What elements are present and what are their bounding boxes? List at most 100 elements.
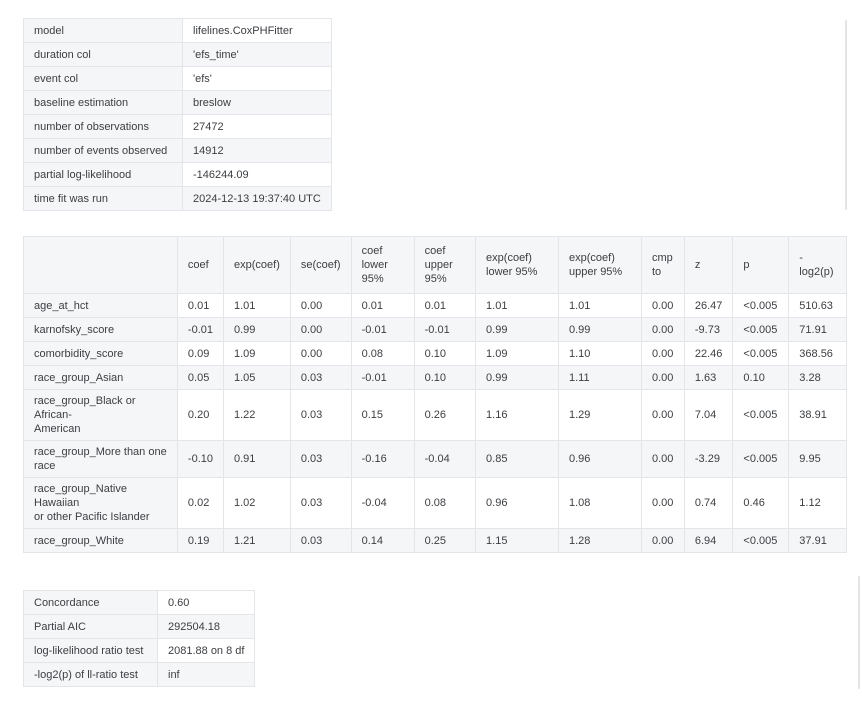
- stat-value: 1.63: [683, 365, 734, 390]
- stat-value: 3.28: [788, 365, 847, 390]
- table-row: partial log-likelihood -146244.09: [23, 162, 332, 187]
- stat-value: <0.005: [732, 341, 790, 366]
- stat-value: 1.01: [558, 293, 642, 318]
- row-value: breslow: [182, 90, 332, 115]
- stat-value: 1.10: [558, 341, 642, 366]
- stat-value: 1.01: [223, 293, 291, 318]
- stat-value: 1.09: [475, 341, 559, 366]
- stat-value: 1.21: [223, 528, 291, 553]
- covariate-row: race_group_More than one race -0.10 0.91 0.…: [23, 440, 847, 478]
- stat-value: 0.03: [289, 477, 352, 529]
- stat-value: 368.56: [788, 341, 847, 366]
- covariate-name: karnofsky_score: [23, 317, 178, 342]
- stat-value: 0.00: [289, 293, 352, 318]
- stat-value: 0.03: [289, 389, 352, 441]
- table-row: number of events observed 14912: [23, 138, 332, 163]
- row-value: 2081.88 on 8 df: [156, 638, 256, 663]
- stat-value: 22.46: [683, 341, 734, 366]
- column-header: [23, 236, 178, 294]
- stat-value: 1.01: [475, 293, 559, 318]
- row-value: -146244.09: [182, 162, 332, 187]
- column-header: coef lower 95%: [350, 236, 415, 294]
- stat-value: 0.20: [176, 389, 225, 441]
- model-summary-table-body: model lifelines.CoxPHFitter duration col'e…: [23, 18, 332, 211]
- column-header: cmp to: [640, 236, 685, 294]
- stat-value: 0.00: [289, 341, 352, 366]
- stat-value: 0.01: [176, 293, 225, 318]
- coefficients-table: coef exp(coef) se(coef) coef lower 95% coef …: [23, 236, 847, 553]
- stat-value: 0.25: [413, 528, 477, 553]
- stat-value: -0.04: [413, 440, 477, 478]
- row-label: Partial AIC: [23, 614, 158, 639]
- covariate-name: race_group_White: [23, 528, 178, 553]
- stat-value: 510.63: [788, 293, 847, 318]
- row-value: lifelines.CoxPHFitter: [182, 18, 332, 43]
- stat-value: 0.15: [350, 389, 415, 441]
- row-value: 2024-12-13 19:37:40 UTC: [182, 186, 332, 211]
- covariate-name: race_group_Black or African- American: [23, 389, 178, 441]
- row-label: partial log-likelihood: [23, 162, 183, 187]
- stat-value: 1.02: [223, 477, 291, 529]
- coefficients-table-header: coef exp(coef) se(coef) coef lower 95% coef …: [23, 236, 847, 294]
- stat-value: 0.10: [732, 365, 790, 390]
- table-row: duration col'efs_time': [23, 42, 332, 67]
- row-value: 'efs': [182, 66, 332, 91]
- covariate-name: race_group_More than one race: [23, 440, 178, 478]
- row-value: 292504.18: [156, 614, 256, 639]
- covariate-row: race_group_Native Hawaiian or other Paci…: [23, 477, 847, 529]
- stat-value: 1.29: [558, 389, 642, 441]
- stat-value: 1.15: [475, 528, 559, 553]
- stat-value: 0.99: [223, 317, 291, 342]
- stat-value: 71.91: [788, 317, 847, 342]
- stat-value: 0.02: [176, 477, 225, 529]
- stat-value: 1.09: [223, 341, 291, 366]
- stat-value: 0.00: [640, 440, 685, 478]
- stat-value: 0.99: [475, 317, 559, 342]
- stat-value: 0.03: [289, 528, 352, 553]
- covariate-name: race_group_Native Hawaiian or other Paci…: [23, 477, 178, 529]
- row-label: number of events observed: [23, 138, 183, 163]
- stat-value: -0.01: [413, 317, 477, 342]
- covariate-row: comorbidity_score 0.09 1.09 0.00 0.08 0.10 1.0…: [23, 341, 847, 366]
- stat-value: 1.28: [558, 528, 642, 553]
- stat-value: 0.91: [223, 440, 291, 478]
- table-row: model lifelines.CoxPHFitter: [23, 18, 332, 43]
- stat-value: <0.005: [732, 293, 790, 318]
- covariate-row: karnofsky_score -0.01 0.99 0.00 -0.01 -0.01 0.…: [23, 317, 847, 342]
- stat-value: 0.00: [640, 317, 685, 342]
- row-value: 27472: [182, 114, 332, 139]
- stat-value: -0.04: [350, 477, 415, 529]
- column-header: exp(coef): [223, 236, 291, 294]
- stat-value: 6.94: [683, 528, 734, 553]
- covariate-row: race_group_Asian 0.05 1.05 0.03 -0.01 0.10 0.9…: [23, 365, 847, 390]
- stat-value: 0.03: [289, 440, 352, 478]
- row-label: number of observations: [23, 114, 183, 139]
- table-row: baseline estimation breslow: [23, 90, 332, 115]
- covariate-name: age_at_hct: [23, 293, 178, 318]
- table-row: -log2(p) of ll-ratio test inf: [23, 662, 256, 687]
- stat-value: 0.19: [176, 528, 225, 553]
- stat-value: <0.005: [732, 317, 790, 342]
- table-row: event col'efs': [23, 66, 332, 91]
- stat-value: 0.00: [640, 528, 685, 553]
- stat-value: -0.01: [350, 317, 415, 342]
- table-row: number of observations 27472: [23, 114, 332, 139]
- stat-value: 0.09: [176, 341, 225, 366]
- stat-value: 0.26: [413, 389, 477, 441]
- stat-value: <0.005: [732, 440, 790, 478]
- stat-value: 0.10: [413, 341, 477, 366]
- stat-value: -0.16: [350, 440, 415, 478]
- column-header: exp(coef) lower 95%: [475, 236, 559, 294]
- output-scrollbar[interactable]: [858, 576, 860, 689]
- table-row: Concordance 0.60: [23, 590, 256, 615]
- output-scrollbar[interactable]: [845, 20, 847, 210]
- stat-value: 0.96: [475, 477, 559, 529]
- stat-value: 0.85: [475, 440, 559, 478]
- row-label: event col: [23, 66, 183, 91]
- stat-value: 0.74: [683, 477, 734, 529]
- stat-value: 1.22: [223, 389, 291, 441]
- column-header: - log2(p): [788, 236, 847, 294]
- stat-value: 0.46: [732, 477, 790, 529]
- row-label: model: [23, 18, 183, 43]
- covariate-row: race_group_Black or African- American 0.2…: [23, 389, 847, 441]
